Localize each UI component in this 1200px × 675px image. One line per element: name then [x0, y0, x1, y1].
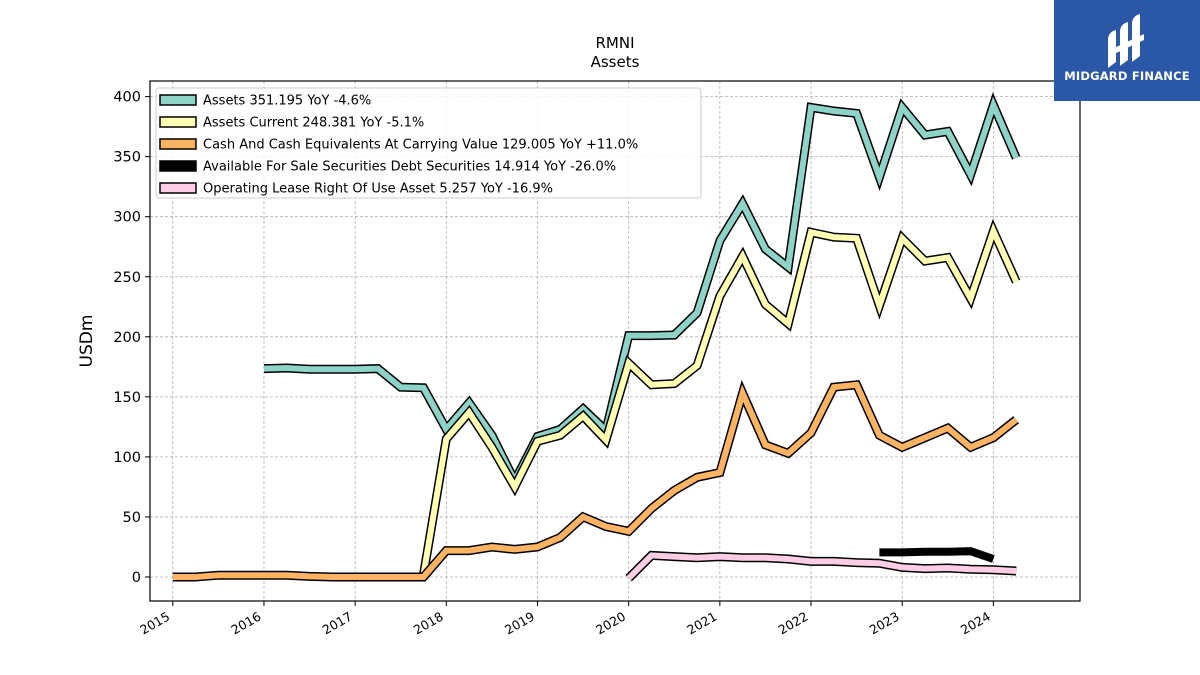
- series-line: [420, 222, 1019, 576]
- series-3: [879, 547, 995, 563]
- legend-swatch: [159, 182, 197, 194]
- y-tick-label: 400: [113, 90, 141, 106]
- y-axis-label: USDm: [77, 315, 97, 368]
- legend-label: Assets 351.195 YoY -4.6%: [203, 94, 371, 109]
- series-1: [419, 218, 1021, 576]
- legend-item: Cash And Cash Equivalents At Carrying Va…: [159, 138, 638, 153]
- y-tick-label: 100: [113, 450, 141, 466]
- x-tick-label: 2015: [137, 609, 172, 638]
- legend-label: Operating Lease Right Of Use Asset 5.257…: [203, 182, 553, 197]
- x-tick-label: 2018: [411, 609, 446, 638]
- x-tick-label: 2019: [502, 609, 537, 638]
- legend-item: Assets 351.195 YoY -4.6%: [159, 94, 371, 109]
- x-tick-label: 2017: [320, 609, 355, 638]
- legend-swatch: [159, 94, 197, 106]
- x-axis: 2015 2016 2017 2018 2019 2020 2021 2022 2023 2024: [137, 601, 994, 638]
- legend-swatch: [159, 116, 197, 128]
- legend-swatch: [159, 138, 197, 150]
- chart-subtitle: Assets: [591, 53, 640, 71]
- y-tick-label: 50: [123, 510, 141, 526]
- legend-label: Available For Sale Securities Debt Secur…: [203, 160, 616, 175]
- y-tick-label: 350: [113, 150, 141, 166]
- y-tick-label: 0: [132, 570, 141, 586]
- x-tick-label: 2021: [684, 609, 719, 638]
- chart-title: RMNI: [595, 34, 634, 52]
- series-line: [626, 552, 1017, 581]
- series-4: [625, 550, 1017, 582]
- x-tick-label: 2023: [867, 609, 902, 638]
- y-axis: 0 50 100 150 200 250 300 350 400: [113, 90, 150, 586]
- x-tick-label: 2024: [958, 609, 993, 638]
- x-tick-label: 2020: [593, 609, 628, 638]
- series-line: [172, 381, 1019, 580]
- y-tick-label: 200: [113, 330, 141, 346]
- brand-name: MIDGARD FINANCE: [1064, 69, 1190, 83]
- series-layer: [172, 92, 1021, 582]
- y-tick-label: 150: [113, 390, 141, 406]
- brand-mark-icon: [1108, 14, 1144, 68]
- plot-area-frame: [149, 80, 1081, 602]
- series-2: [172, 379, 1019, 582]
- legend-item: Assets Current 248.381 YoY -5.1%: [159, 116, 424, 131]
- legend-box: [155, 87, 702, 199]
- x-tick-label: 2022: [775, 609, 810, 638]
- series-line: [263, 96, 1019, 488]
- brand-logo: MIDGARD FINANCE: [1054, 0, 1200, 101]
- legend-swatch: [159, 160, 197, 172]
- legend: Assets 351.195 YoY -4.6% Assets Current 2…: [155, 87, 702, 199]
- x-tick-label: 2016: [228, 609, 263, 638]
- series-line: [879, 547, 995, 563]
- legend-item: Operating Lease Right Of Use Asset 5.257…: [159, 182, 553, 197]
- y-tick-label: 300: [113, 210, 141, 226]
- legend-item: Available For Sale Securities Debt Secur…: [159, 160, 616, 175]
- legend-label: Assets Current 248.381 YoY -5.1%: [203, 116, 424, 131]
- legend-label: Cash And Cash Equivalents At Carrying Va…: [203, 138, 638, 153]
- y-tick-label: 250: [113, 270, 141, 286]
- series-0: [263, 92, 1021, 491]
